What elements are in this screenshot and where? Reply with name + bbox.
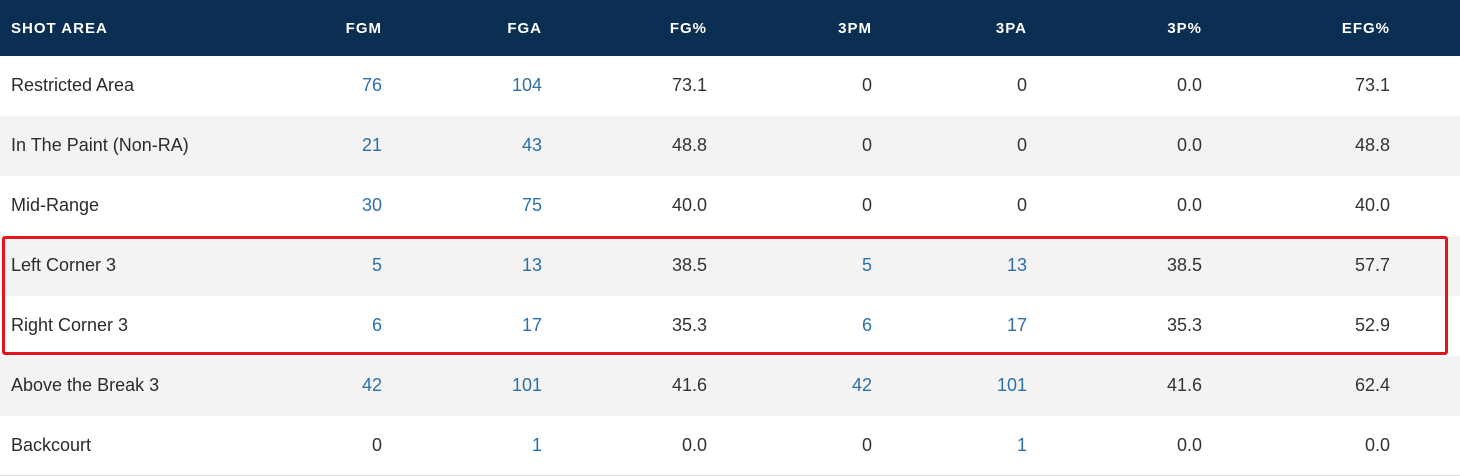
3pa-link[interactable]: 1 bbox=[880, 415, 1035, 476]
3pa-cell: 0 bbox=[1016, 195, 1027, 216]
3pm-link[interactable]: 5 bbox=[861, 255, 872, 276]
fgm-cell: 0 bbox=[300, 415, 390, 476]
shot-area-cell: Above the Break 3 bbox=[11, 375, 160, 396]
fga-link[interactable]: 43 bbox=[521, 135, 542, 156]
3pm-cell: 0 bbox=[861, 135, 872, 156]
fg-pct-cell: 35.3 bbox=[671, 315, 707, 336]
3p-pct-cell: 38.5 bbox=[1166, 255, 1202, 276]
table-row: In The Paint (Non-RA) 21 43 48.8 0 0 0.0… bbox=[0, 115, 1460, 176]
fga-link[interactable]: 75 bbox=[521, 195, 542, 216]
efg-pct-cell: 52.9 bbox=[1354, 315, 1390, 336]
table-row: Mid-Range 30 75 40.0 0 0 0.0 40.0 bbox=[0, 175, 1460, 236]
header-3pm[interactable]: 3PM bbox=[838, 19, 872, 37]
fgm-link[interactable]: 21 bbox=[361, 135, 382, 156]
table-row: Restricted Area 76 104 73.1 0 0 0.0 73.1 bbox=[0, 56, 1460, 116]
efg-pct-cell: 40.0 bbox=[1354, 195, 1390, 216]
efg-pct-cell: 48.8 bbox=[1354, 135, 1390, 156]
efg-pct-cell: 0.0 bbox=[1210, 415, 1460, 476]
3p-pct-cell: 0.0 bbox=[1176, 195, 1202, 216]
3pm-link[interactable]: 42 bbox=[851, 375, 872, 396]
header-row: SHOT AREA FGM FGA FG% 3PM 3PA 3P% EFG% bbox=[0, 0, 1460, 56]
fg-pct-cell: 48.8 bbox=[671, 135, 707, 156]
3p-pct-cell: 0.0 bbox=[1176, 75, 1202, 96]
fg-pct-cell: 73.1 bbox=[671, 75, 707, 96]
fga-link[interactable]: 101 bbox=[511, 375, 542, 396]
efg-pct-cell: 73.1 bbox=[1354, 75, 1390, 96]
header-3pa[interactable]: 3PA bbox=[995, 19, 1027, 37]
fga-link[interactable]: 17 bbox=[521, 315, 542, 336]
header-shot-area[interactable]: SHOT AREA bbox=[11, 19, 108, 37]
fg-pct-cell: 41.6 bbox=[671, 375, 707, 396]
fga-link[interactable]: 1 bbox=[390, 415, 550, 476]
3p-pct-cell: 41.6 bbox=[1166, 375, 1202, 396]
3pm-cell: 0 bbox=[861, 75, 872, 96]
shot-area-cell: Restricted Area bbox=[11, 75, 135, 96]
shot-area-cell: Backcourt bbox=[0, 415, 300, 476]
shot-area-cell: Right Corner 3 bbox=[11, 315, 129, 336]
3p-pct-cell: 0.0 bbox=[1035, 415, 1210, 476]
header-fga[interactable]: FGA bbox=[507, 19, 542, 37]
header-fgm[interactable]: FGM bbox=[345, 19, 382, 37]
shot-area-cell: In The Paint (Non-RA) bbox=[11, 135, 189, 156]
efg-pct-cell: 57.7 bbox=[1354, 255, 1390, 276]
fgm-link[interactable]: 42 bbox=[361, 375, 382, 396]
3pa-cell: 0 bbox=[1016, 75, 1027, 96]
table-row: Left Corner 3 5 13 38.5 5 13 38.5 57.7 bbox=[0, 235, 1460, 296]
table-row: Above the Break 3 42 101 41.6 42 101 41.… bbox=[0, 355, 1460, 416]
3pa-link[interactable]: 17 bbox=[1006, 315, 1027, 336]
3pm-link[interactable]: 6 bbox=[861, 315, 872, 336]
fgm-link[interactable]: 76 bbox=[361, 75, 382, 96]
fga-link[interactable]: 13 bbox=[521, 255, 542, 276]
fg-pct-cell: 40.0 bbox=[671, 195, 707, 216]
table-header: SHOT AREA FGM FGA FG% 3PM 3PA 3P% EFG% bbox=[0, 0, 1460, 56]
header-3p-pct[interactable]: 3P% bbox=[1167, 19, 1202, 37]
fg-pct-cell: 0.0 bbox=[550, 415, 715, 476]
fgm-link[interactable]: 6 bbox=[371, 315, 382, 336]
shot-area-cell: Mid-Range bbox=[11, 195, 100, 216]
3pm-cell: 0 bbox=[861, 195, 872, 216]
3pm-cell: 0 bbox=[715, 415, 880, 476]
table-row: Backcourt 0 1 0.0 0 1 0.0 0.0 bbox=[0, 415, 1460, 476]
3p-pct-cell: 35.3 bbox=[1166, 315, 1202, 336]
shot-area-cell: Left Corner 3 bbox=[11, 255, 117, 276]
efg-pct-cell: 62.4 bbox=[1354, 375, 1390, 396]
fgm-link[interactable]: 30 bbox=[361, 195, 382, 216]
3pa-link[interactable]: 101 bbox=[996, 375, 1027, 396]
3p-pct-cell: 0.0 bbox=[1176, 135, 1202, 156]
table-body: Restricted Area 76 104 73.1 0 0 0.0 73.1… bbox=[0, 56, 1460, 476]
header-efg-pct[interactable]: EFG% bbox=[1341, 19, 1390, 37]
3pa-cell: 0 bbox=[1016, 135, 1027, 156]
table-row: Right Corner 3 6 17 35.3 6 17 35.3 52.9 bbox=[0, 295, 1460, 356]
fgm-link[interactable]: 5 bbox=[371, 255, 382, 276]
3pa-link[interactable]: 13 bbox=[1006, 255, 1027, 276]
header-fg-pct[interactable]: FG% bbox=[669, 19, 707, 37]
fga-link[interactable]: 104 bbox=[511, 75, 542, 96]
fg-pct-cell: 38.5 bbox=[671, 255, 707, 276]
